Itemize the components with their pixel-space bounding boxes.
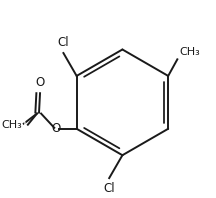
Text: O: O xyxy=(16,118,25,131)
Text: Cl: Cl xyxy=(103,182,115,195)
Text: O: O xyxy=(52,122,61,135)
Text: CH₃: CH₃ xyxy=(179,47,200,57)
Text: CH₃: CH₃ xyxy=(1,120,22,130)
Text: Cl: Cl xyxy=(58,36,69,49)
Text: O: O xyxy=(35,76,45,89)
